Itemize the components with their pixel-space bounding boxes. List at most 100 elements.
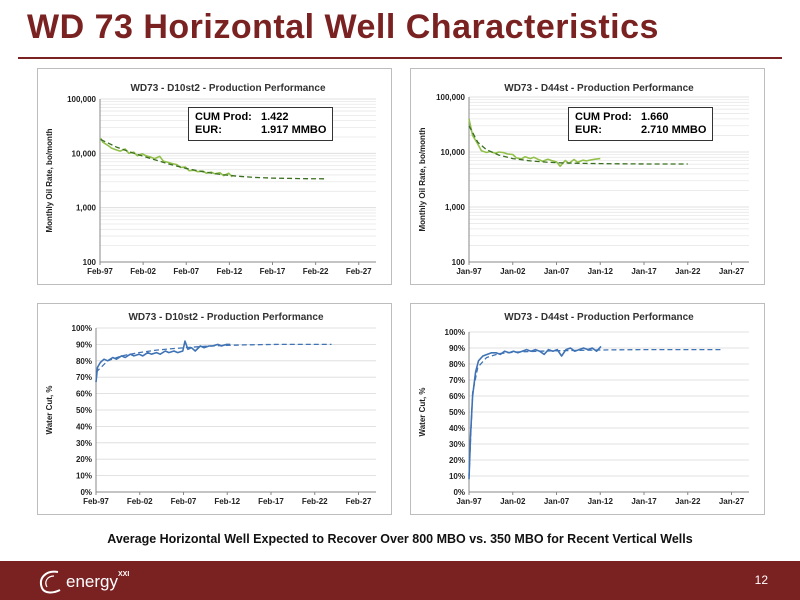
x-tick-label: Jan-12	[588, 497, 614, 506]
oil-rate-chart-d10st2: WD73 - D10st2 - Production Performance 10…	[45, 83, 376, 276]
y-tick-label: 10,000	[72, 149, 97, 158]
energy-xxi-logo: energy XXI	[36, 566, 166, 596]
water-cut-chart-d44st: WD73 - D44st - Production Performance 0% 1…	[418, 312, 749, 506]
x-tick-label: Jan-17	[631, 267, 657, 276]
y-tick-label: 0%	[80, 488, 92, 497]
y-tick-label: 40%	[449, 424, 465, 433]
x-tick-label: Jan-22	[675, 497, 701, 506]
water-cut-chart-d10st2: WD73 - D10st2 - Production Performance 0%…	[45, 312, 376, 506]
slide-caption: Average Horizontal Well Expected to Reco…	[107, 532, 693, 546]
cum-prod-label: CUM Prod:	[195, 111, 252, 123]
chart-panel-oil-d10st2: WD73 - D10st2 - Production Performance 10…	[37, 68, 392, 285]
title-divider	[18, 57, 782, 59]
chart-panel-oil-d44st: WD73 - D44st - Production Performance 100…	[410, 68, 765, 285]
oil-rate-chart-d44st: WD73 - D44st - Production Performance 100…	[418, 83, 749, 276]
forecast-line	[468, 125, 688, 165]
x-tick-label: Jan-07	[544, 267, 570, 276]
x-tick-label: Jan-27	[719, 267, 745, 276]
y-tick-label: 50%	[449, 408, 465, 417]
x-tick-label: Feb-97	[83, 497, 109, 506]
slide-title: WD 73 Horizontal Well Characteristics	[27, 8, 659, 46]
forecast-line	[95, 343, 332, 373]
x-tick-label: Feb-22	[303, 267, 329, 276]
x-tick-label: Jan-02	[500, 267, 526, 276]
eur-value: 1.917 MMBO	[261, 124, 327, 136]
chart-title: WD73 - D44st - Production Performance	[504, 83, 694, 94]
x-tick-label: Feb-27	[346, 497, 372, 506]
forecast-line	[100, 138, 325, 180]
x-tick-label: Feb-17	[260, 267, 286, 276]
y-axis-label: Water Cut, %	[45, 385, 54, 434]
page-number: 12	[754, 573, 768, 587]
brand-suffix: XXI	[118, 571, 130, 578]
cum-prod-label: CUM Prod:	[575, 111, 632, 123]
cum-prod-value: 1.660	[641, 111, 669, 123]
y-tick-label: 80%	[76, 357, 92, 366]
x-tick-label: Jan-97	[456, 497, 482, 506]
y-axis-label: Monthly Oil Rate, bo/month	[45, 128, 54, 232]
x-tick-label: Feb-12	[216, 267, 242, 276]
y-tick-label: 20%	[449, 456, 465, 465]
y-tick-label: 90%	[76, 340, 92, 349]
y-tick-label: 20%	[76, 455, 92, 464]
x-tick-label: Jan-97	[456, 267, 482, 276]
y-tick-label: 100%	[72, 324, 92, 333]
y-tick-label: 0%	[453, 488, 465, 497]
y-tick-label: 10%	[449, 472, 465, 481]
x-tick-label: Jan-02	[500, 497, 526, 506]
brand-name: energy	[66, 572, 118, 591]
x-tick-label: Feb-07	[173, 267, 199, 276]
x-tick-label: Jan-17	[631, 497, 657, 506]
actual-line	[95, 340, 231, 383]
actual-line	[468, 345, 602, 480]
y-tick-label: 30%	[449, 440, 465, 449]
x-tick-label: Feb-07	[171, 497, 197, 506]
footer-bar: energy XXI 12	[0, 561, 800, 600]
y-tick-label: 1,000	[76, 204, 97, 213]
y-tick-label: 50%	[76, 406, 92, 415]
x-tick-label: Feb-97	[87, 267, 113, 276]
chart-title: WD73 - D44st - Production Performance	[504, 312, 694, 323]
y-tick-label: 60%	[449, 392, 465, 401]
y-tick-label: 90%	[449, 344, 465, 353]
cum-prod-box: CUM Prod: 1.422 EUR: 1.917 MMBO	[188, 107, 334, 141]
y-tick-label: 70%	[76, 373, 92, 382]
eur-label: EUR:	[195, 124, 222, 136]
x-tick-label: Feb-27	[346, 267, 372, 276]
y-tick-label: 40%	[76, 422, 92, 431]
x-tick-label: Jan-07	[544, 497, 570, 506]
x-tick-label: Jan-27	[719, 497, 745, 506]
y-tick-label: 1,000	[445, 203, 466, 212]
actual-line	[99, 137, 233, 178]
y-tick-label: 30%	[76, 439, 92, 448]
y-tick-label: 100%	[445, 328, 465, 337]
x-tick-label: Feb-02	[130, 267, 156, 276]
y-axis-label: Water Cut, %	[418, 387, 427, 436]
chart-title: WD73 - D10st2 - Production Performance	[128, 312, 323, 323]
chart-title: WD73 - D10st2 - Production Performance	[130, 83, 325, 94]
forecast-line	[468, 348, 723, 477]
y-tick-label: 70%	[449, 376, 465, 385]
y-tick-label: 80%	[449, 360, 465, 369]
y-tick-label: 10,000	[441, 148, 466, 157]
y-axis-label: Monthly Oil Rate, bo/month	[418, 127, 427, 231]
eur-label: EUR:	[575, 124, 602, 136]
cum-prod-box: CUM Prod: 1.660 EUR: 2.710 MMBO	[568, 107, 714, 141]
cum-prod-value: 1.422	[261, 111, 289, 123]
x-tick-label: Jan-22	[675, 267, 701, 276]
y-tick-label: 100,000	[436, 93, 465, 102]
y-tick-label: 60%	[76, 390, 92, 399]
y-tick-label: 100	[83, 258, 97, 267]
y-tick-label: 10%	[76, 472, 92, 481]
eur-value: 2.710 MMBO	[641, 124, 707, 136]
swoosh-icon	[40, 570, 61, 594]
x-tick-label: Feb-22	[302, 497, 328, 506]
y-tick-label: 100	[452, 258, 466, 267]
x-tick-label: Feb-02	[127, 497, 153, 506]
chart-panel-watercut-d10st2: WD73 - D10st2 - Production Performance 0%…	[37, 303, 392, 515]
x-tick-label: Feb-12	[214, 497, 240, 506]
chart-panel-watercut-d44st: WD73 - D44st - Production Performance 0% 1…	[410, 303, 765, 515]
y-tick-label: 100,000	[67, 95, 96, 104]
x-tick-label: Feb-17	[258, 497, 284, 506]
x-tick-label: Jan-12	[588, 267, 614, 276]
